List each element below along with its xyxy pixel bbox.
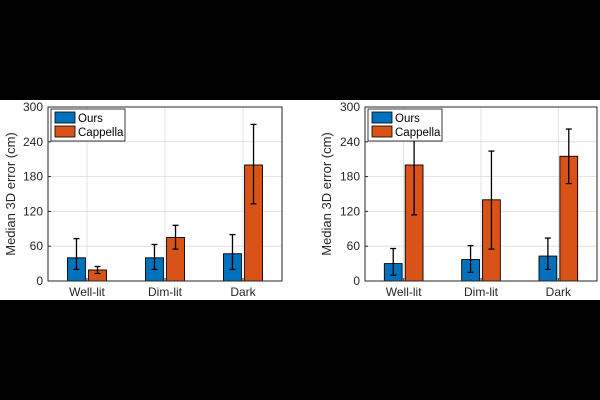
y-tick-label: 180 (23, 170, 43, 184)
x-tick-label: Dark (546, 285, 572, 299)
y-tick-label: 300 (23, 100, 43, 114)
right-bar-chart: 0 60 120 180 240 300 Well-lit Dim-lit Dark Median… (319, 100, 598, 299)
series-ours (67, 233, 242, 282)
x-tick-label: Well-lit (386, 285, 422, 299)
y-tick-label: 60 (347, 239, 361, 253)
grid-lines (365, 107, 597, 281)
bar-chart-figure: 0 60 120 180 240 300 Well-lit Dim-lit Dark Median… (3, 100, 598, 299)
y-tick-label: 60 (30, 239, 44, 253)
error-bar (250, 123, 257, 205)
y-axis-label: Median 3D error (cm) (319, 132, 334, 256)
legend-label-cappella: Cappella (78, 127, 124, 139)
legend-label-ours: Ours (395, 113, 420, 125)
y-tick-label: 0 (36, 274, 43, 288)
legend-swatch-ours (54, 111, 76, 124)
error-bar (467, 244, 474, 273)
y-tick-label: 240 (340, 135, 360, 149)
y-tick-label: 180 (340, 170, 360, 184)
y-tick-label: 0 (353, 274, 360, 288)
series-cappella (88, 123, 263, 282)
y-axis-label: Median 3D error (cm) (3, 132, 18, 256)
legend-label-ours: Ours (78, 113, 103, 125)
error-bar (544, 237, 551, 271)
y-tick-label: 120 (23, 204, 43, 218)
grid-lines (48, 107, 282, 281)
left-bar-chart: 0 60 120 180 240 300 Well-lit Dim-lit Dark Median… (3, 100, 283, 299)
x-tick-label: Dark (230, 285, 256, 299)
x-tick-label: Dim-lit (148, 285, 183, 299)
legend-swatch-cappella (54, 125, 76, 138)
error-bar (565, 128, 572, 185)
error-bar (73, 238, 80, 271)
error-bar (94, 265, 101, 275)
legend: Ours Cappella (50, 108, 126, 142)
y-tick-label: 120 (340, 204, 360, 218)
y-tick-label: 300 (340, 100, 360, 114)
error-bar (229, 233, 236, 271)
error-bar (151, 243, 158, 271)
legend: Ours Cappella (367, 108, 443, 142)
series-cappella (404, 110, 579, 282)
legend-swatch-ours (371, 111, 393, 124)
y-tick-label: 240 (23, 135, 43, 149)
figure-panel: 0 60 120 180 240 300 Well-lit Dim-lit Dark Median… (0, 100, 600, 300)
legend-swatch-cappella (371, 125, 393, 138)
x-tick-label: Dim-lit (464, 285, 499, 299)
error-bar (172, 224, 179, 250)
x-tick-label: Well-lit (69, 285, 105, 299)
legend-label-cappella: Cappella (395, 127, 441, 139)
error-bar (390, 247, 397, 276)
error-bar (488, 150, 495, 250)
